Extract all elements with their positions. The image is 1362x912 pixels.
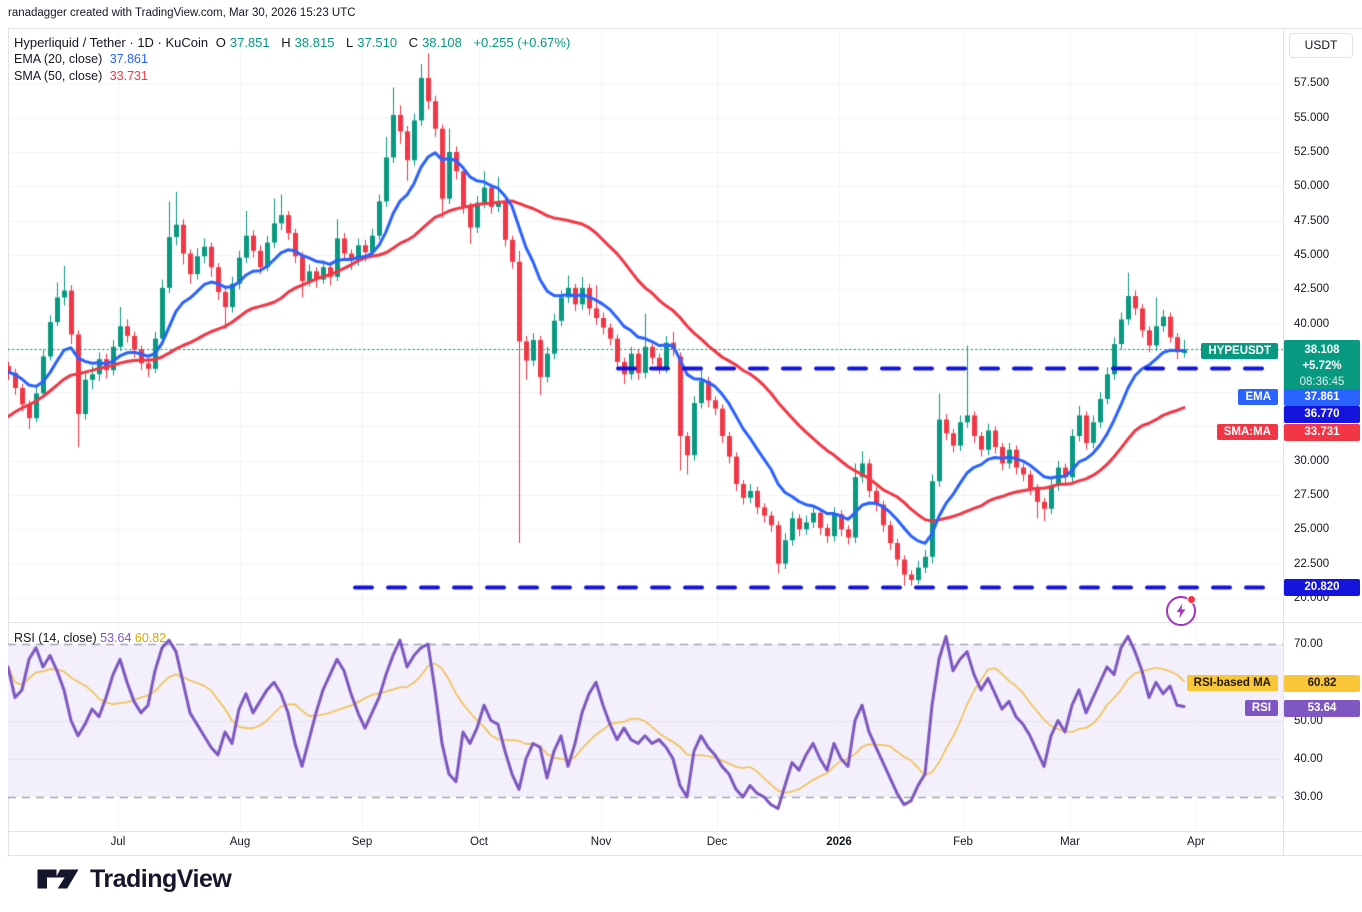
time-tick-label: Apr <box>1187 836 1205 848</box>
pane-separator[interactable] <box>8 622 1362 623</box>
lightning-icon <box>1176 603 1186 619</box>
pane-legend: Hyperliquid / Tether · 1D · KuCoin O 37.8… <box>14 34 574 85</box>
rsi-value-badge: 53.64 <box>1284 700 1360 717</box>
flash-action-button[interactable] <box>1166 595 1196 626</box>
frame-bottom-border <box>8 855 1362 856</box>
ema-price-badge: 37.861 <box>1284 389 1360 406</box>
sma-legend-row[interactable]: SMA (50, close) 33.731 <box>14 68 574 85</box>
ohlc-open: O 37.851 <box>215 35 270 50</box>
price-tick-label: 22.500 <box>1294 557 1330 570</box>
attribution-text: ranadagger created with TradingView.com,… <box>8 7 356 19</box>
ema-legend-row[interactable]: EMA (20, close) 37.861 <box>14 51 574 68</box>
tradingview-logo-icon <box>37 869 79 889</box>
sma-price-badge: 33.731 <box>1284 424 1360 441</box>
currency-button[interactable]: USDT <box>1289 33 1353 58</box>
time-tick-label: Feb <box>953 836 973 848</box>
price-tick-label: 30.000 <box>1294 454 1330 467</box>
sma-value: 33.731 <box>109 69 148 83</box>
change-value: +0.255 (+0.67%) <box>473 35 571 50</box>
sma-label: SMA (50, close) <box>14 69 103 83</box>
support-level-badge: 20.820 <box>1284 579 1360 596</box>
rsi-tick-label: 30.00 <box>1294 791 1323 803</box>
tradingview-logo[interactable]: TradingView <box>36 864 232 894</box>
price-tick-label: 40.000 <box>1294 317 1330 330</box>
price-tick-label: 47.500 <box>1294 214 1330 227</box>
rsi-pill: RSI <box>1244 700 1278 716</box>
time-tick-label: Aug <box>229 836 251 848</box>
ema-pill: EMA <box>1238 389 1278 405</box>
price-chart-canvas[interactable] <box>8 28 1283 622</box>
price-tick-label: 50.000 <box>1294 180 1330 193</box>
ohlc-close: C 38.108 <box>408 35 462 50</box>
price-tick-label: 25.000 <box>1294 523 1330 536</box>
price-tick-label: 57.500 <box>1294 77 1330 90</box>
ema-label: EMA (20, close) <box>14 52 103 66</box>
price-tick-label: 52.500 <box>1294 146 1330 158</box>
rsi-tick-label: 50.00 <box>1294 714 1323 727</box>
time-tick-label: Nov <box>590 836 612 848</box>
ohlc-low: L 37.510 <box>346 35 398 50</box>
price-tick-label: 27.500 <box>1294 489 1330 501</box>
symbol-title-row[interactable]: Hyperliquid / Tether · 1D · KuCoin O 37.8… <box>14 34 574 51</box>
rsi-ma-pill: RSI-based MA <box>1186 675 1278 691</box>
rsi-chart-canvas[interactable] <box>8 625 1283 830</box>
symbol-pill: HYPEUSDT <box>1201 343 1278 359</box>
price-axis-separator[interactable] <box>1283 28 1284 855</box>
ohlc-high: H 38.815 <box>281 35 335 50</box>
rsi-value: 53.64 <box>100 631 132 645</box>
symbol-title[interactable]: Hyperliquid / Tether · 1D · KuCoin <box>14 35 209 50</box>
rsi-tick-label: 40.00 <box>1294 752 1323 765</box>
last-price-value: 38.108 <box>1304 344 1340 356</box>
ema-value: 37.861 <box>109 52 148 66</box>
notification-dot <box>1187 595 1196 604</box>
price-tick-label: 55.000 <box>1294 111 1330 124</box>
time-tick-label: Mar <box>1060 836 1080 848</box>
time-tick-label: Oct <box>470 836 488 848</box>
last-price-badge: 38.108 +5.72% 08:36:45 <box>1284 340 1360 392</box>
tradingview-logo-text: TradingView <box>90 864 232 893</box>
time-tick-label: 2026 <box>826 836 852 848</box>
rsi-tick-label: 70.00 <box>1294 638 1323 650</box>
price-tick-label: 45.000 <box>1294 248 1330 261</box>
rsi-legend-row[interactable]: RSI (14, close) 53.64 60.82 <box>14 631 166 645</box>
rsi-ma-badge: 60.82 <box>1284 675 1360 692</box>
rsi-ma-value: 60.82 <box>134 631 167 645</box>
last-price-change: +5.72% <box>1302 360 1342 372</box>
time-axis-separator[interactable] <box>8 831 1362 832</box>
sma-pill: SMA:MA <box>1216 424 1278 440</box>
resistance-level-badge: 36.770 <box>1284 406 1360 423</box>
time-tick-label: Sep <box>351 836 373 848</box>
rsi-label: RSI (14, close) <box>14 631 97 645</box>
price-tick-label: 42.500 <box>1294 283 1330 296</box>
bar-countdown: 08:36:45 <box>1299 376 1345 388</box>
time-tick-label: Dec <box>706 836 728 848</box>
time-tick-label: Jul <box>110 836 126 848</box>
